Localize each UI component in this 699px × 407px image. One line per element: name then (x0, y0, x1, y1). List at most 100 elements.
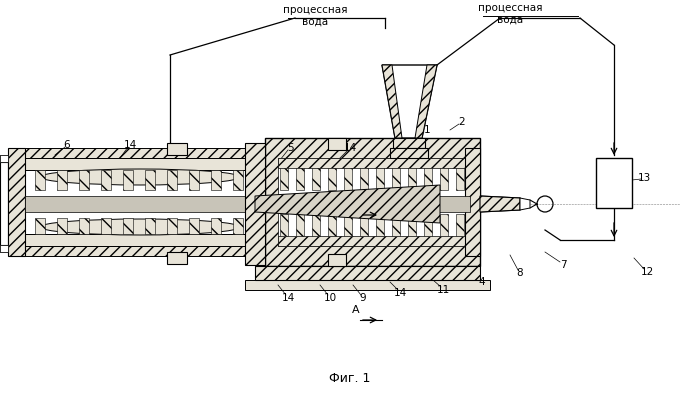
Text: 12: 12 (640, 267, 654, 277)
Polygon shape (328, 168, 336, 190)
Polygon shape (265, 196, 470, 212)
Text: 3: 3 (412, 163, 419, 173)
Bar (167, 143, 187, 155)
Polygon shape (360, 214, 368, 236)
Polygon shape (0, 162, 8, 245)
Bar (0, 245, 8, 252)
Text: 14: 14 (343, 143, 356, 153)
Polygon shape (123, 218, 133, 234)
Polygon shape (167, 218, 177, 234)
Polygon shape (101, 218, 111, 234)
Text: 10: 10 (324, 293, 336, 303)
Polygon shape (57, 170, 67, 190)
Polygon shape (440, 168, 448, 190)
Polygon shape (145, 170, 155, 190)
Polygon shape (233, 218, 243, 234)
Polygon shape (296, 214, 304, 236)
Polygon shape (167, 170, 177, 190)
Polygon shape (278, 158, 470, 246)
Polygon shape (25, 148, 255, 158)
Polygon shape (408, 168, 416, 190)
Text: Фиг. 1: Фиг. 1 (329, 372, 370, 385)
Ellipse shape (40, 169, 240, 185)
Text: 1: 1 (424, 125, 431, 135)
Polygon shape (456, 214, 464, 236)
Polygon shape (79, 170, 89, 190)
Text: А: А (352, 305, 360, 315)
Text: 7: 7 (560, 260, 566, 270)
Polygon shape (408, 214, 416, 236)
Polygon shape (312, 214, 320, 236)
Polygon shape (25, 196, 255, 212)
Bar (328, 254, 346, 266)
Text: вода: вода (302, 17, 328, 27)
Text: процессная: процессная (477, 3, 542, 13)
Ellipse shape (40, 219, 240, 235)
Polygon shape (255, 266, 480, 280)
Polygon shape (520, 198, 530, 210)
Polygon shape (211, 170, 221, 190)
Bar (390, 148, 428, 158)
Polygon shape (145, 218, 155, 234)
Polygon shape (25, 170, 255, 234)
Polygon shape (123, 170, 133, 190)
Text: 9: 9 (360, 293, 366, 303)
Text: 4: 4 (479, 277, 485, 287)
Polygon shape (480, 196, 520, 212)
Text: 14: 14 (124, 140, 136, 150)
Polygon shape (35, 218, 45, 234)
Polygon shape (328, 214, 336, 236)
Polygon shape (280, 214, 288, 236)
Text: вода: вода (497, 15, 523, 25)
Text: 14: 14 (282, 293, 294, 303)
Polygon shape (245, 280, 490, 290)
Polygon shape (415, 65, 437, 138)
Polygon shape (382, 65, 437, 138)
Polygon shape (211, 218, 221, 234)
Polygon shape (8, 148, 25, 256)
Text: процессная: процессная (283, 5, 347, 15)
Bar (596, 158, 632, 208)
Bar (167, 252, 187, 264)
Bar (328, 138, 346, 150)
Polygon shape (79, 218, 89, 234)
Polygon shape (344, 214, 352, 236)
Polygon shape (392, 168, 400, 190)
Polygon shape (296, 168, 304, 190)
Polygon shape (0, 155, 8, 162)
Polygon shape (0, 245, 8, 252)
Text: 2: 2 (459, 117, 466, 127)
Text: 11: 11 (436, 285, 449, 295)
Polygon shape (189, 170, 199, 190)
Polygon shape (25, 158, 255, 170)
Polygon shape (376, 214, 384, 236)
Polygon shape (278, 236, 470, 246)
Bar (393, 138, 425, 148)
Polygon shape (424, 214, 432, 236)
Polygon shape (392, 214, 400, 236)
Text: 13: 13 (637, 173, 651, 183)
Polygon shape (233, 170, 243, 190)
Polygon shape (382, 65, 402, 138)
Polygon shape (376, 168, 384, 190)
Polygon shape (255, 185, 440, 223)
Polygon shape (101, 170, 111, 190)
Polygon shape (35, 170, 45, 190)
Polygon shape (189, 218, 199, 234)
Polygon shape (265, 138, 480, 266)
Polygon shape (424, 168, 432, 190)
Text: 14: 14 (394, 288, 407, 298)
Text: 5: 5 (287, 143, 294, 153)
Polygon shape (57, 218, 67, 234)
Polygon shape (312, 168, 320, 190)
Polygon shape (278, 158, 470, 168)
Polygon shape (245, 143, 265, 265)
Bar (0, 155, 8, 162)
Polygon shape (25, 246, 255, 256)
Polygon shape (360, 168, 368, 190)
Polygon shape (465, 148, 480, 256)
Text: А: А (352, 200, 360, 210)
Text: 6: 6 (64, 140, 71, 150)
Polygon shape (280, 168, 288, 190)
Polygon shape (25, 234, 255, 246)
